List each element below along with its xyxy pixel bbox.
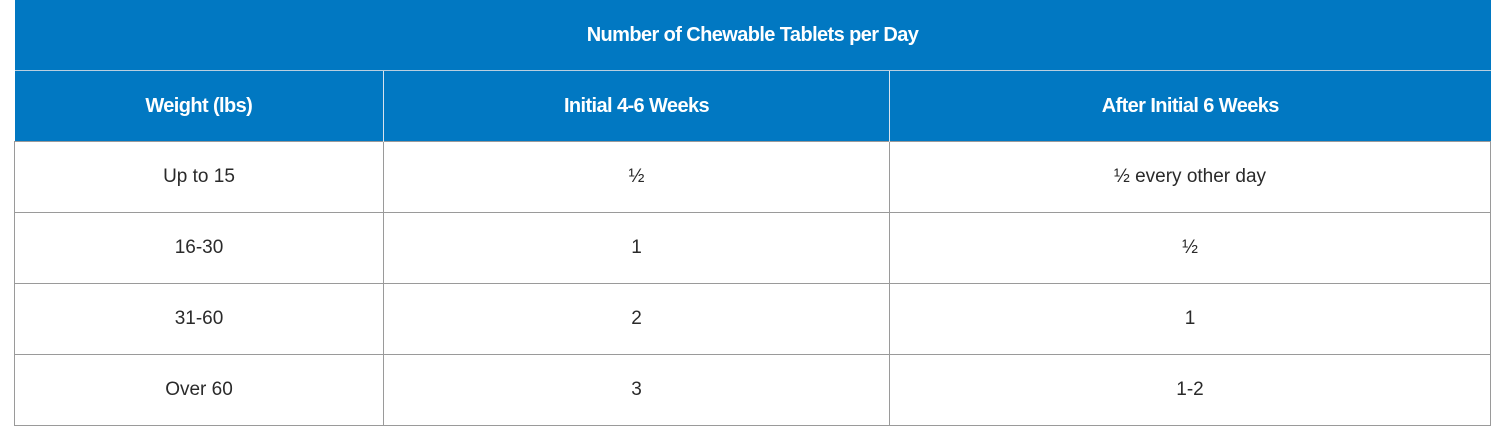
column-header-row: Weight (lbs) Initial 4-6 Weeks After Ini…	[14, 70, 1491, 142]
cell-after-dose: 1	[889, 283, 1491, 355]
table-row: Over 60 3 1-2	[14, 354, 1491, 426]
table-head: Number of Chewable Tablets per Day Weigh…	[14, 0, 1491, 142]
table-row: 16-30 1 ½	[14, 212, 1491, 284]
cell-weight: 31-60	[14, 283, 384, 355]
table-row: 31-60 2 1	[14, 283, 1491, 355]
table-title-row: Number of Chewable Tablets per Day	[14, 0, 1491, 71]
table-body: Up to 15 ½ ½ every other day 16-30 1 ½ 3…	[14, 141, 1491, 426]
cell-after-dose: ½ every other day	[889, 141, 1491, 213]
cell-initial-dose: ½	[383, 141, 890, 213]
table-title: Number of Chewable Tablets per Day	[14, 0, 1491, 71]
cell-weight: Up to 15	[14, 141, 384, 213]
cell-weight: 16-30	[14, 212, 384, 284]
cell-after-dose: ½	[889, 212, 1491, 284]
cell-weight: Over 60	[14, 354, 384, 426]
cell-initial-dose: 3	[383, 354, 890, 426]
dosage-table-container: Number of Chewable Tablets per Day Weigh…	[14, 0, 1491, 426]
column-header-weight: Weight (lbs)	[14, 70, 384, 142]
cell-after-dose: 1-2	[889, 354, 1491, 426]
cell-initial-dose: 2	[383, 283, 890, 355]
column-header-initial-weeks: Initial 4-6 Weeks	[383, 70, 890, 142]
column-header-after-weeks: After Initial 6 Weeks	[889, 70, 1491, 142]
table-row: Up to 15 ½ ½ every other day	[14, 141, 1491, 213]
dosage-table: Number of Chewable Tablets per Day Weigh…	[14, 0, 1491, 426]
cell-initial-dose: 1	[383, 212, 890, 284]
